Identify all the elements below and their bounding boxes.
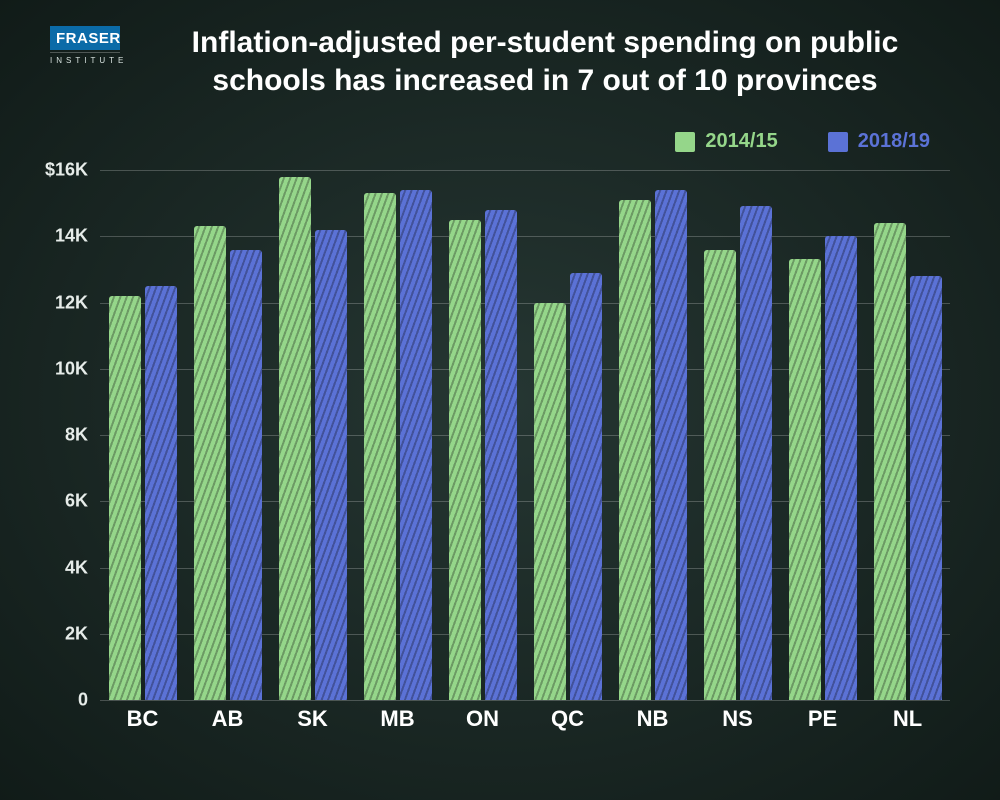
bar bbox=[449, 220, 481, 700]
legend-swatch-2014 bbox=[675, 132, 695, 152]
x-tick-label: QC bbox=[525, 700, 610, 730]
bar bbox=[704, 250, 736, 701]
chart-title: Inflation-adjusted per-student spending … bbox=[150, 24, 940, 99]
fraser-logo: FRASER INSTITUTE bbox=[50, 26, 120, 65]
x-tick-label: NB bbox=[610, 700, 695, 730]
bar-group bbox=[440, 170, 525, 700]
bar-group bbox=[525, 170, 610, 700]
legend-item-2018: 2018/19 bbox=[828, 130, 930, 153]
bar bbox=[364, 193, 396, 700]
bar bbox=[570, 273, 602, 700]
logo-bottom-text: INSTITUTE bbox=[50, 52, 120, 65]
bar bbox=[109, 296, 141, 700]
x-tick-label: SK bbox=[270, 700, 355, 730]
bar bbox=[230, 250, 262, 701]
y-tick-label: 8K bbox=[65, 425, 88, 446]
bar bbox=[194, 226, 226, 700]
y-tick-label: 6K bbox=[65, 491, 88, 512]
plot-area: 02K4K6K8K10K12K14K$16K bbox=[100, 170, 950, 700]
y-tick-label: 10K bbox=[55, 358, 88, 379]
y-tick-label: 0 bbox=[78, 690, 88, 711]
y-tick-label: 14K bbox=[55, 226, 88, 247]
x-tick-label: ON bbox=[440, 700, 525, 730]
legend-label-2014: 2014/15 bbox=[705, 130, 777, 153]
bar bbox=[874, 223, 906, 700]
bar bbox=[145, 286, 177, 700]
x-tick-label: BC bbox=[100, 700, 185, 730]
legend-item-2014: 2014/15 bbox=[675, 130, 777, 153]
bar bbox=[825, 236, 857, 700]
x-tick-label: NL bbox=[865, 700, 950, 730]
logo-top-text: FRASER bbox=[50, 26, 120, 50]
legend-swatch-2018 bbox=[828, 132, 848, 152]
x-axis-labels: BCABSKMBONQCNBNSPENL bbox=[100, 700, 950, 730]
x-tick-label: NS bbox=[695, 700, 780, 730]
bar bbox=[534, 303, 566, 701]
bar bbox=[740, 206, 772, 700]
bar-group bbox=[695, 170, 780, 700]
chart-legend: 2014/15 2018/19 bbox=[675, 130, 930, 153]
bar bbox=[655, 190, 687, 700]
bar-group bbox=[355, 170, 440, 700]
bar bbox=[910, 276, 942, 700]
x-tick-label: AB bbox=[185, 700, 270, 730]
bar bbox=[619, 200, 651, 700]
x-tick-label: MB bbox=[355, 700, 440, 730]
bar-group bbox=[610, 170, 695, 700]
bar bbox=[485, 210, 517, 700]
y-tick-label: 12K bbox=[55, 292, 88, 313]
bar-group bbox=[865, 170, 950, 700]
bar bbox=[400, 190, 432, 700]
bar-groups bbox=[100, 170, 950, 700]
bar-group bbox=[780, 170, 865, 700]
bar-group bbox=[100, 170, 185, 700]
x-tick-label: PE bbox=[780, 700, 865, 730]
y-tick-label: 4K bbox=[65, 557, 88, 578]
bar bbox=[789, 259, 821, 700]
legend-label-2018: 2018/19 bbox=[858, 130, 930, 153]
y-tick-label: 2K bbox=[65, 623, 88, 644]
bar-group bbox=[270, 170, 355, 700]
bar bbox=[315, 230, 347, 700]
bar-group bbox=[185, 170, 270, 700]
bar bbox=[279, 177, 311, 700]
y-tick-label: $16K bbox=[45, 160, 88, 181]
bar-chart: 02K4K6K8K10K12K14K$16K BCABSKMBONQCNBNSP… bbox=[100, 170, 950, 730]
